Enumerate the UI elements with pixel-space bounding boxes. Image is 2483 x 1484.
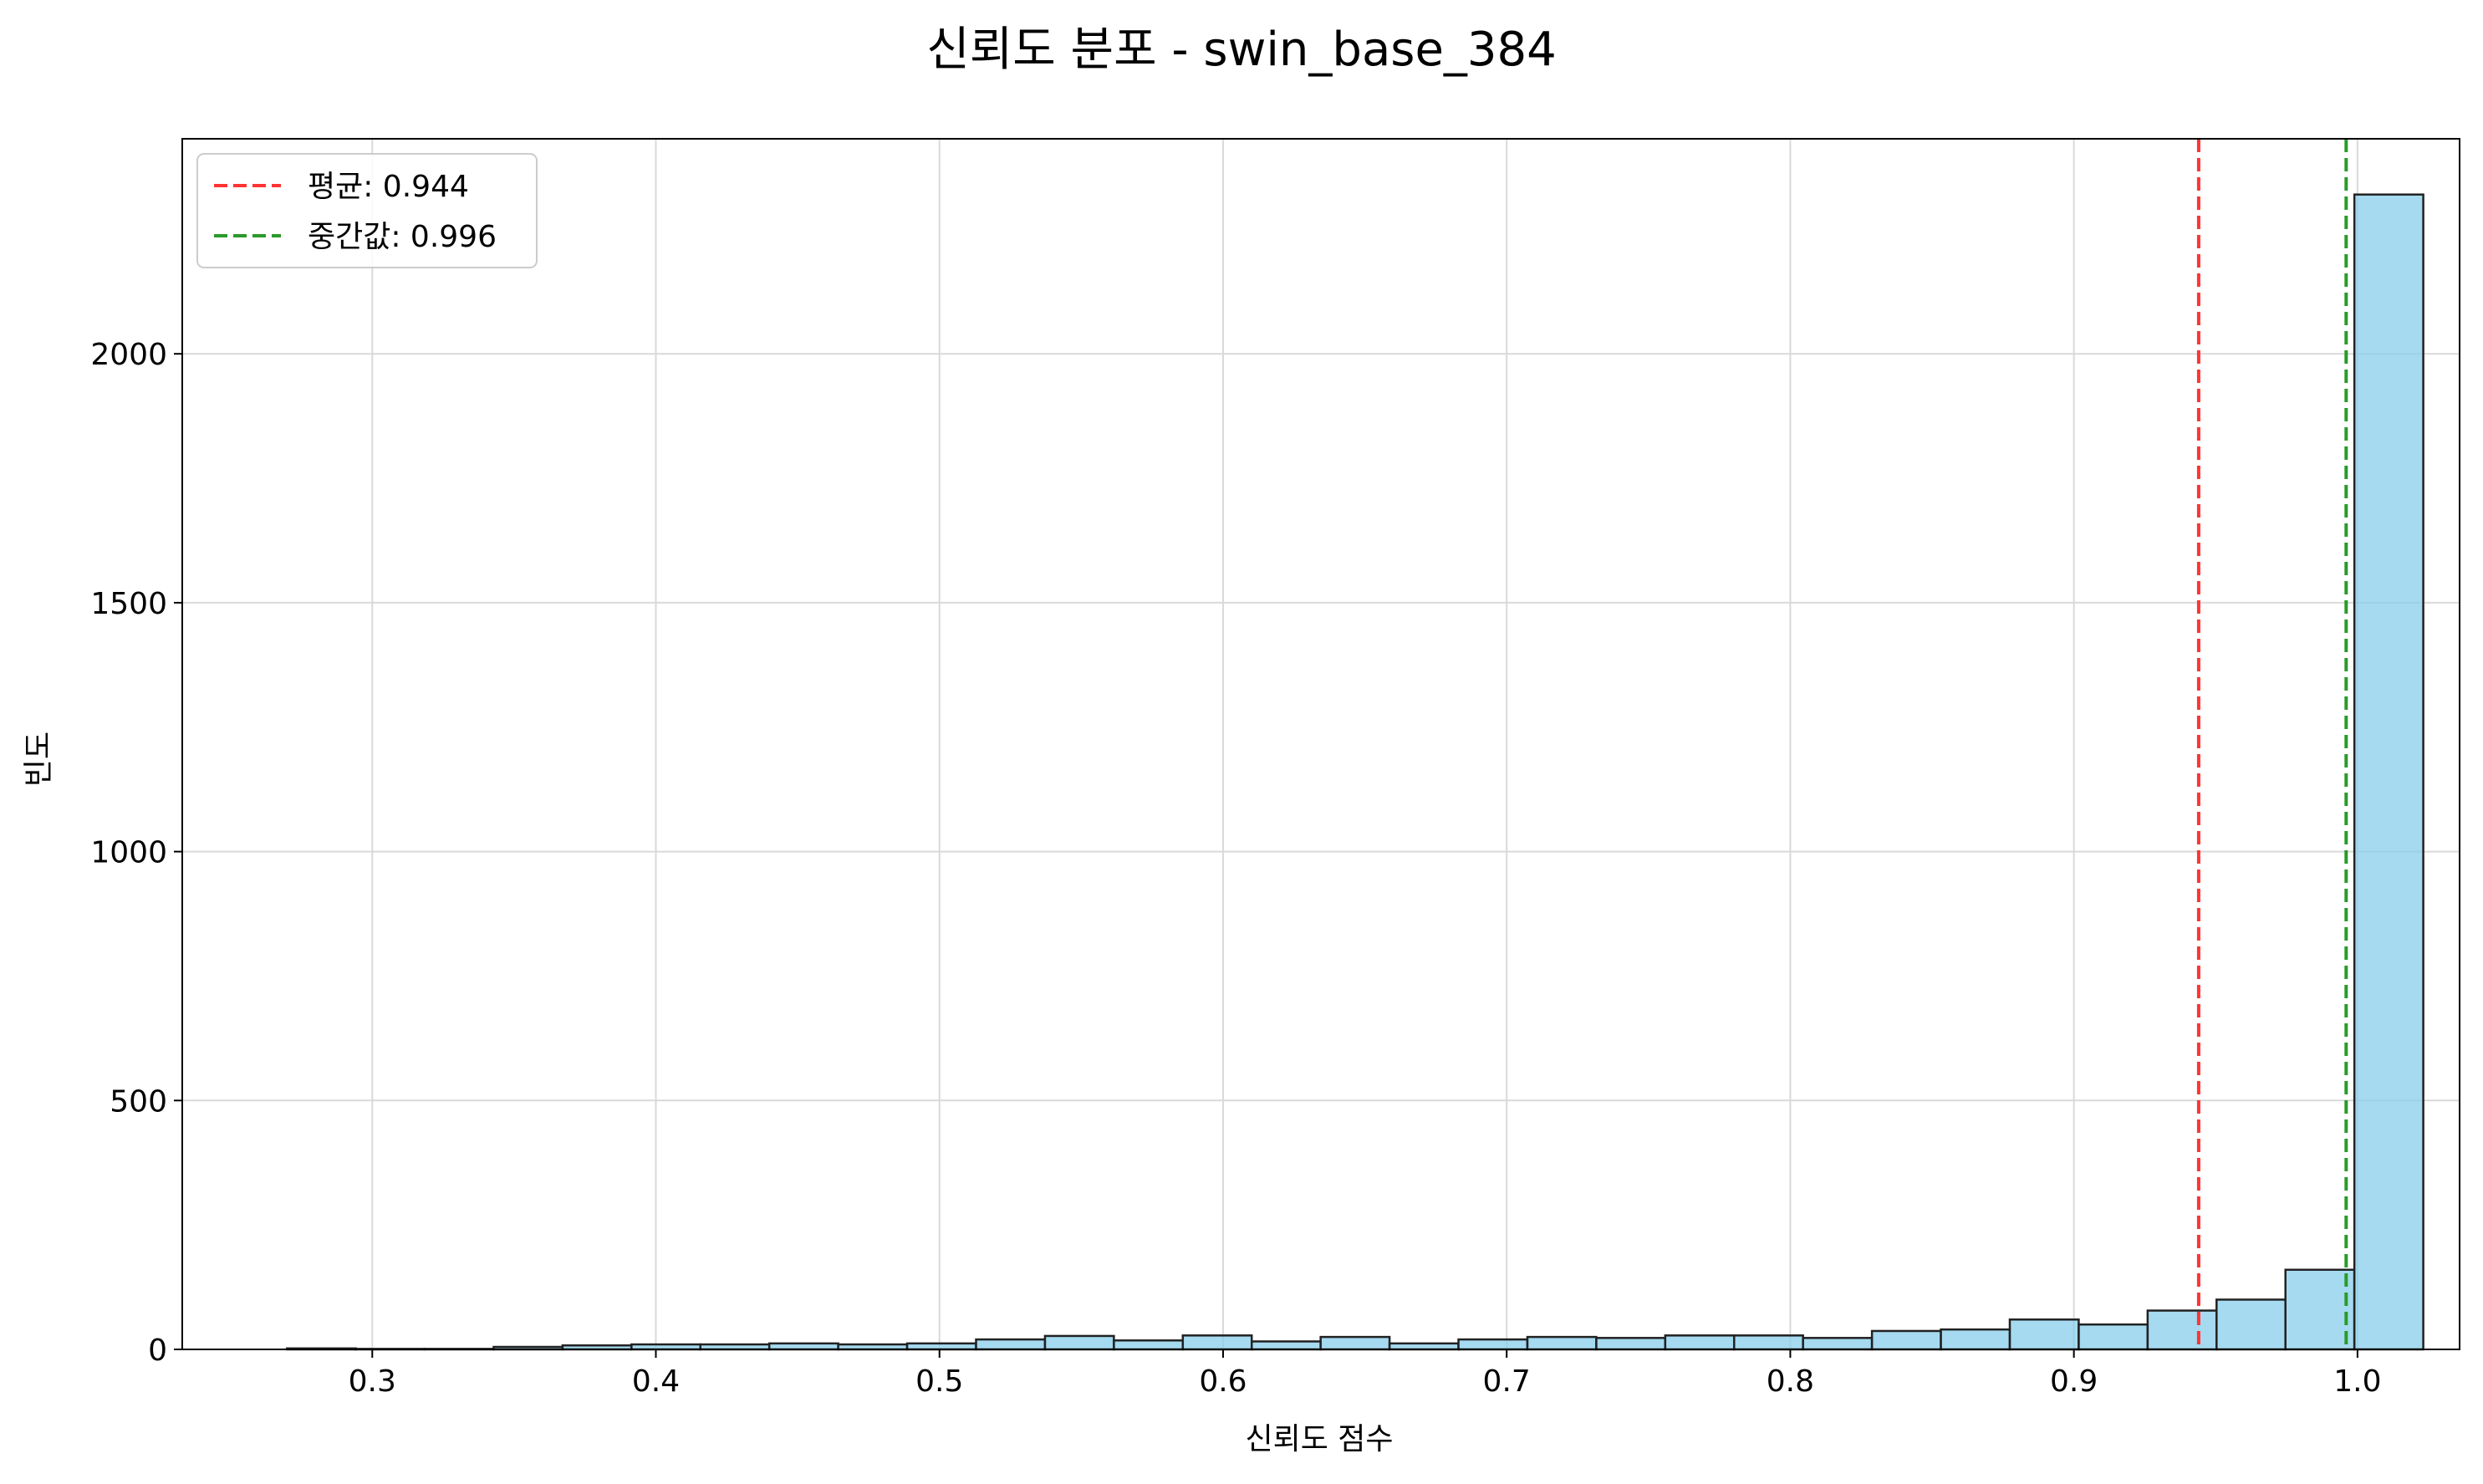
legend: 평균: 0.944 중간값: 0.996 bbox=[196, 153, 538, 268]
histogram-bar bbox=[2146, 1309, 2218, 1351]
y-tick-label: 0 bbox=[148, 1334, 167, 1368]
histogram-bar bbox=[1250, 1340, 1322, 1351]
y-tick-label: 1000 bbox=[90, 836, 167, 870]
histogram-bar bbox=[2078, 1323, 2149, 1351]
chart-title: 신뢰도 분포 - swin_base_384 bbox=[926, 23, 1557, 77]
y-axis-label: 빈도 bbox=[22, 732, 56, 787]
histogram-bar bbox=[1940, 1328, 2011, 1351]
histogram-bar bbox=[2284, 1268, 2356, 1351]
histogram-bar bbox=[1388, 1342, 1460, 1351]
histogram-bar bbox=[1664, 1334, 1736, 1351]
y-tick-label: 1500 bbox=[90, 587, 167, 621]
histogram-bar bbox=[2008, 1318, 2080, 1351]
x-tick-label: 0.3 bbox=[349, 1364, 396, 1399]
x-axis-label: 신뢰도 점수 bbox=[1245, 1422, 1393, 1456]
histogram-bar bbox=[1595, 1337, 1667, 1351]
x-tick-label: 0.7 bbox=[1483, 1364, 1531, 1399]
x-axis-ticks: 0.3 0.4 0.5 0.6 0.7 0.8 0.9 1.0 bbox=[349, 1349, 2382, 1399]
plot-frame bbox=[181, 138, 2460, 1350]
bars-layer bbox=[285, 193, 2424, 1351]
grid-layer bbox=[182, 139, 2460, 1350]
x-tick-label: 1.0 bbox=[2333, 1364, 2381, 1399]
histogram-bar bbox=[1526, 1335, 1598, 1351]
histogram-bar bbox=[1870, 1329, 1942, 1351]
legend-entry-label: 중간값: 0.996 bbox=[308, 220, 497, 254]
legend-entry-label: 평균: 0.944 bbox=[308, 170, 469, 204]
histogram-bar bbox=[1043, 1334, 1115, 1351]
legend-box bbox=[196, 153, 538, 268]
histogram-bar bbox=[1802, 1337, 1874, 1351]
histogram-bar bbox=[1733, 1334, 1804, 1351]
histogram-bar bbox=[1113, 1339, 1185, 1351]
reference-lines-layer bbox=[2196, 139, 2348, 1349]
y-tick-label: 2000 bbox=[90, 338, 167, 372]
histogram-bar bbox=[1181, 1334, 1253, 1351]
histogram-bar bbox=[905, 1342, 977, 1351]
x-tick-label: 0.5 bbox=[915, 1364, 963, 1399]
histogram-bar bbox=[1457, 1338, 1529, 1351]
x-tick-label: 0.9 bbox=[2050, 1364, 2098, 1399]
x-tick-label: 0.6 bbox=[1199, 1364, 1247, 1399]
histogram-bar bbox=[2353, 193, 2424, 1351]
histogram-bar bbox=[2215, 1298, 2287, 1351]
x-tick-label: 0.8 bbox=[1767, 1364, 1814, 1399]
histogram-bar bbox=[1319, 1335, 1391, 1351]
histogram-bar bbox=[767, 1342, 839, 1351]
x-tick-label: 0.4 bbox=[632, 1364, 680, 1399]
y-axis-ticks: 0 500 1000 1500 2000 bbox=[90, 338, 182, 1368]
histogram-bar bbox=[975, 1338, 1047, 1351]
y-tick-label: 500 bbox=[110, 1084, 167, 1119]
